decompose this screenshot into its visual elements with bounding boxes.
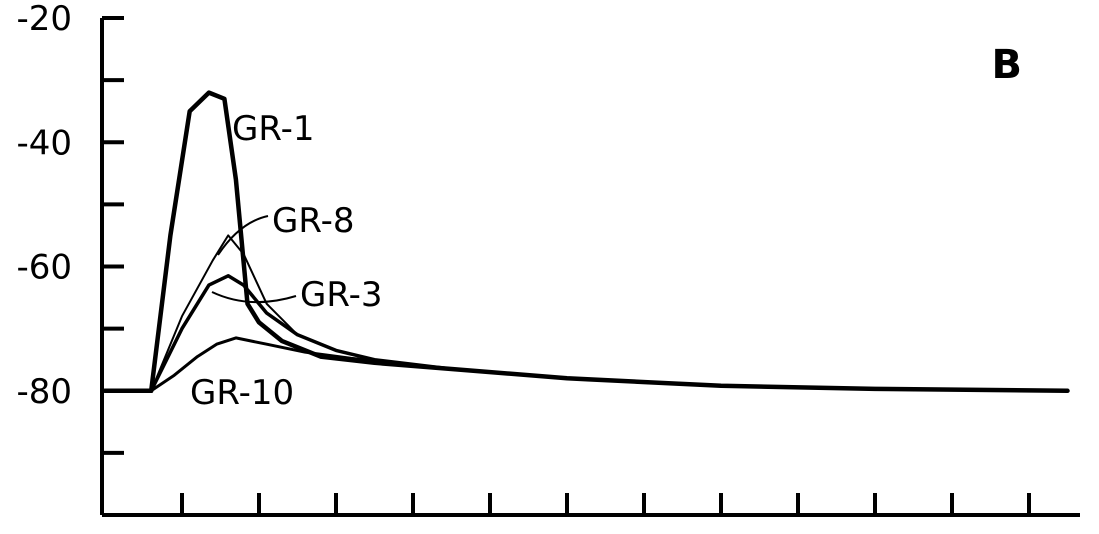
series-line-gr-8 [104, 234, 453, 392]
y-tick-label: -40 [16, 123, 72, 163]
panel-label: B [992, 42, 1023, 88]
series-line-gr-10 [103, 336, 453, 393]
series-label-gr-1: GR-1 [232, 109, 315, 149]
series-layer [102, 90, 1070, 394]
series-line-gr-3 [103, 274, 454, 393]
leader-line-gr-8 [217, 215, 269, 256]
series-label-gr-8: GR-8 [272, 201, 355, 241]
axes: -20 -40 -60 -80 [16, 0, 1080, 517]
series-line-gr-1 [102, 90, 1070, 394]
series-label-gr-10: GR-10 [190, 373, 294, 413]
series-label-gr-3: GR-3 [300, 275, 383, 315]
y-tick-label: -20 [16, 0, 72, 39]
leader-line-gr-3 [211, 291, 297, 304]
y-tick-label: -60 [16, 248, 72, 288]
labels-layer: B GR-1 GR-8 GR-3 GR-10 [190, 42, 1022, 413]
y-tick-label: -80 [16, 372, 72, 412]
